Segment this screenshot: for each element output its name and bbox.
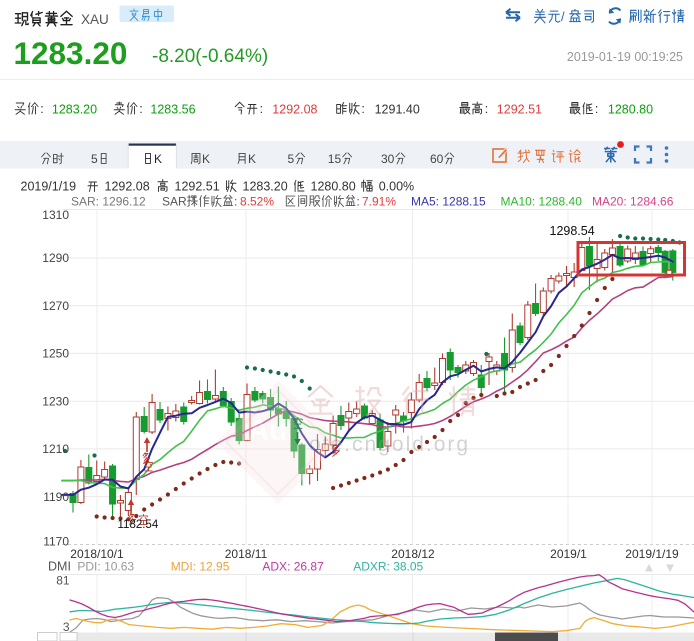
svg-text:1283.20: 1283.20 — [52, 102, 97, 116]
svg-text:5: 5 — [91, 152, 98, 166]
svg-text:1190: 1190 — [43, 490, 69, 504]
svg-text:MA20: 1284.66: MA20: 1284.66 — [592, 195, 674, 209]
svg-text:K: K — [154, 152, 162, 166]
svg-text:1298.54: 1298.54 — [550, 224, 595, 238]
svg-text:1210: 1210 — [42, 442, 69, 456]
svg-text:2018/10/1: 2018/10/1 — [70, 547, 124, 561]
svg-text:2018/12: 2018/12 — [391, 547, 435, 561]
svg-text:2019/1: 2019/1 — [550, 547, 587, 561]
svg-text::: : — [234, 195, 237, 209]
svg-text::: : — [40, 102, 43, 116]
svg-text:1270: 1270 — [42, 299, 69, 313]
svg-text:XAU: XAU — [81, 12, 109, 27]
svg-text:5: 5 — [288, 152, 295, 166]
svg-text:1292.08: 1292.08 — [272, 102, 317, 116]
svg-text:81: 81 — [56, 574, 70, 588]
svg-text:Au: Au — [248, 414, 288, 447]
svg-text:ote.cngold.org: ote.cngold.org — [309, 433, 470, 456]
svg-text:60: 60 — [430, 152, 444, 166]
svg-text:3: 3 — [63, 620, 70, 634]
svg-text::: : — [485, 102, 488, 116]
svg-text:1230: 1230 — [42, 394, 69, 408]
svg-text:1292.51: 1292.51 — [497, 102, 542, 116]
svg-text:7.91%: 7.91% — [362, 195, 396, 209]
svg-text::: : — [357, 195, 360, 209]
svg-text:1182.54: 1182.54 — [118, 519, 159, 531]
svg-text:8.52%: 8.52% — [240, 195, 274, 209]
svg-text:1283.20: 1283.20 — [14, 35, 128, 71]
svg-text:2018/11: 2018/11 — [225, 547, 268, 561]
svg-text:1170: 1170 — [43, 535, 69, 549]
svg-text:MA5: 1288.15: MA5: 1288.15 — [411, 195, 486, 209]
svg-text:0.00%: 0.00% — [379, 180, 414, 194]
svg-text:2019/1/19: 2019/1/19 — [625, 547, 679, 561]
svg-text:1250: 1250 — [42, 347, 69, 361]
svg-text:1280.80: 1280.80 — [311, 180, 356, 194]
svg-text::: : — [260, 102, 263, 116]
svg-text:1310: 1310 — [42, 208, 69, 222]
svg-text:1283.56: 1283.56 — [150, 102, 195, 116]
svg-text:MA10: 1288.40: MA10: 1288.40 — [501, 195, 583, 209]
svg-text:1292.51: 1292.51 — [175, 180, 220, 194]
svg-text:1292.08: 1292.08 — [105, 180, 150, 194]
svg-text:2019/1/19: 2019/1/19 — [21, 180, 77, 194]
svg-text:1290: 1290 — [42, 251, 69, 265]
svg-text:15: 15 — [328, 152, 342, 166]
svg-text:2019-01-19 00:19:25: 2019-01-19 00:19:25 — [567, 50, 683, 64]
svg-text:ADX: 26.87: ADX: 26.87 — [262, 559, 324, 573]
svg-text::: : — [595, 102, 598, 116]
svg-text::: : — [139, 102, 142, 116]
svg-text:K: K — [248, 152, 256, 166]
svg-text:/: / — [561, 9, 565, 24]
svg-text:1291.40: 1291.40 — [375, 102, 420, 116]
svg-text:30: 30 — [381, 152, 395, 166]
svg-text::: : — [361, 102, 364, 116]
svg-text:SAR: SAR — [162, 195, 187, 209]
svg-text:PDI: 10.63: PDI: 10.63 — [77, 559, 134, 573]
svg-text:1280.80: 1280.80 — [608, 102, 653, 116]
svg-text:ADXR: 38.05: ADXR: 38.05 — [353, 559, 423, 573]
svg-text:-8.20(-0.64%): -8.20(-0.64%) — [152, 46, 268, 67]
svg-text:DMI: DMI — [48, 559, 71, 573]
svg-text:1283.20: 1283.20 — [243, 180, 288, 194]
svg-text:SAR: 1296.12: SAR: 1296.12 — [71, 195, 146, 209]
svg-text:MDI: 12.95: MDI: 12.95 — [171, 559, 230, 573]
svg-text:K: K — [202, 152, 210, 166]
